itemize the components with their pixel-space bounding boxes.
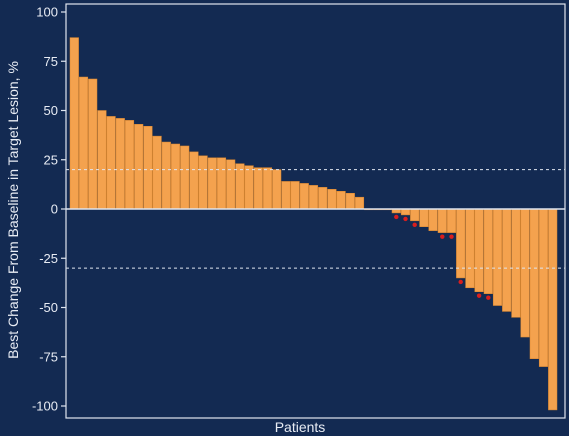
- bar-patient: [244, 165, 254, 210]
- bar-patient: [216, 157, 227, 210]
- bar-patient: [483, 208, 493, 294]
- bar-patient: [308, 185, 319, 210]
- marker-dot: [403, 216, 408, 222]
- bar-patient: [189, 151, 199, 210]
- bar-patient: [281, 181, 291, 210]
- bar-patient: [115, 118, 125, 210]
- bar-patient: [253, 167, 263, 210]
- y-axis-title: Best Change From Baseline in Target Lesi…: [5, 61, 21, 359]
- plot-frame: [65, 3, 566, 419]
- bar-patient: [290, 181, 300, 210]
- bar-patient: [318, 187, 328, 210]
- bar-patient: [327, 189, 337, 210]
- bar-patient: [548, 208, 558, 411]
- bar-patient: [207, 157, 217, 210]
- bar-patient: [272, 169, 282, 210]
- bar-patient: [134, 124, 144, 210]
- bar-patient: [529, 208, 539, 359]
- bar-patient: [170, 143, 181, 210]
- bar-patient: [465, 208, 475, 289]
- bar-patient: [428, 208, 438, 231]
- bar-patient: [88, 78, 98, 210]
- marker-dot: [458, 279, 463, 285]
- bar-patient: [124, 120, 135, 210]
- y-tick-label: -75: [39, 349, 58, 364]
- marker-dot: [486, 295, 491, 300]
- bar-patient: [198, 155, 208, 210]
- bar-patient: [419, 208, 429, 227]
- y-tick-label: 0: [51, 202, 58, 217]
- y-tick-label: -100: [32, 399, 58, 414]
- y-tick-label: 50: [44, 103, 58, 118]
- bar-patient: [520, 208, 530, 338]
- bar-patient: [78, 76, 89, 210]
- y-tick-label: 75: [44, 54, 58, 69]
- marker-dot: [412, 222, 417, 228]
- marker-dot: [440, 234, 445, 239]
- marker-dot: [476, 293, 482, 298]
- bar-patient: [474, 208, 484, 292]
- y-tick-label: -50: [39, 300, 58, 315]
- bar-patient: [106, 116, 116, 210]
- bar-patient: [180, 145, 190, 210]
- bar-patient: [502, 208, 512, 312]
- bar-patient: [299, 183, 309, 210]
- bar-patient: [437, 208, 447, 233]
- y-tick-label: 100: [36, 5, 58, 20]
- bar-patient: [538, 208, 549, 367]
- x-axis-title: Patients: [275, 419, 326, 435]
- bar-patient: [336, 191, 346, 210]
- bar-patient: [262, 167, 273, 210]
- bar-patient: [235, 163, 245, 210]
- marker-dot: [394, 214, 399, 220]
- bar-patient: [354, 196, 365, 210]
- bar-patient: [511, 208, 521, 318]
- bar-patient: [345, 192, 355, 210]
- y-tick-label: -25: [39, 251, 58, 266]
- bar-patient: [226, 159, 236, 210]
- bar-patient: [143, 126, 153, 210]
- bar-patient: [446, 208, 457, 233]
- bar-patient: [152, 135, 162, 210]
- bar-patient: [69, 37, 79, 210]
- y-tick-label: 25: [44, 152, 58, 167]
- bar-patient: [97, 110, 107, 210]
- bar-patient: [400, 208, 411, 216]
- marker-dot: [449, 234, 454, 239]
- bar-patient: [492, 208, 503, 306]
- bar-patient: [161, 141, 171, 210]
- bar-patient: [410, 208, 420, 222]
